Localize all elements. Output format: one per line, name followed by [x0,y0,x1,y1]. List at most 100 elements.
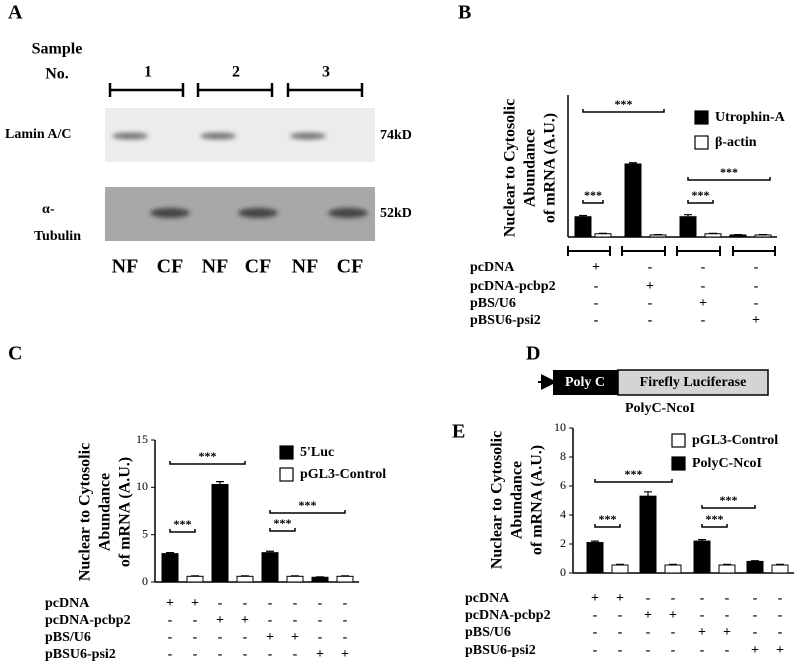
lane-label: CF [157,256,184,278]
significance-bracket [169,529,196,533]
bar [161,553,179,583]
treatment-sign: - [218,596,223,611]
row-label: pBS/U6 [470,296,516,311]
y-axis-label: Abundance [97,473,114,551]
bar [186,575,204,583]
construct-label: PolyC-NcoI [625,401,695,416]
treatment-sign: + [723,625,731,640]
treatment-sign: - [343,596,348,611]
treatment-sign: + [266,630,274,645]
significance-label: *** [615,97,633,111]
panel-letter: E [452,421,465,443]
treatment-sign: - [618,625,623,640]
row-label: pcDNA-pcbp2 [465,608,551,623]
treatment-sign: - [293,613,298,628]
error-bar [266,550,274,553]
treatment-sign: - [293,596,298,611]
treatment-sign: - [168,630,173,645]
group-bracket [676,246,721,256]
significance-label: *** [625,467,643,481]
treatment-sign: + [191,596,199,611]
significance-label: *** [274,516,292,530]
lane-label: NF [112,256,139,278]
sample-number: 1 [144,64,152,81]
significance-bracket [594,524,621,528]
legend-label: PolyC-NcoI [692,456,762,471]
treatment-sign: - [268,596,273,611]
blot-label: Lamin A/C [5,127,72,142]
treatment-sign: - [754,279,759,294]
y-axis-label: of mRNA (A.U.) [529,445,546,555]
sample-header: No. [45,66,69,83]
treatment-sign: - [671,591,676,606]
blot-size: 52kD [380,206,412,221]
treatment-sign: - [648,260,653,275]
significance-bracket [701,524,728,528]
treatment-sign: + [592,260,600,275]
bar [261,552,279,583]
treatment-sign: + [699,296,707,311]
treatment-sign: - [646,643,651,658]
bar [679,216,697,238]
bar [586,542,604,574]
treatment-sign: - [725,591,730,606]
treatment-sign: - [754,260,759,275]
bar [286,575,304,583]
y-tick-label: 5 [142,526,148,540]
lane-label: NF [202,256,229,278]
panel-letter: A [8,2,23,24]
bar [639,495,657,574]
y-axis-label: Nuclear to Cytosolic [502,99,519,237]
treatment-sign: - [594,279,599,294]
legend-swatch [694,110,709,125]
group-bracket [621,246,666,256]
treatment-sign: - [343,613,348,628]
treatment-sign: + [241,613,249,628]
luciferase-segment [617,369,769,396]
treatment-sign: + [291,630,299,645]
bar [664,564,682,574]
significance-label: *** [720,493,738,507]
treatment-sign: - [701,313,706,328]
treatment-sign: - [243,596,248,611]
treatment-sign: - [193,630,198,645]
blot-bands [112,132,326,140]
treatment-sign: + [669,608,677,623]
treatment-sign: - [268,647,273,662]
treatment-sign: - [618,643,623,658]
treatment-sign: - [218,647,223,662]
treatment-sign: - [700,643,705,658]
treatment-sign: - [648,313,653,328]
treatment-sign: + [776,643,784,658]
bar [693,540,711,574]
legend-swatch [671,456,686,471]
y-tick-label: 8 [560,449,566,463]
error-bar [616,563,624,566]
treatment-sign: - [594,296,599,311]
treatment-sign: + [616,591,624,606]
significance-label: *** [174,517,192,531]
legend-swatch [279,445,294,460]
treatment-sign: - [754,296,759,311]
treatment-sign: - [218,630,223,645]
treatment-sign: - [646,625,651,640]
legend-swatch [671,433,686,448]
bar [718,564,736,574]
treatment-sign: - [293,647,298,662]
significance-label: *** [692,188,710,202]
y-axis-label: Abundance [522,129,539,207]
treatment-sign: - [343,630,348,645]
bar [574,216,592,238]
treatment-sign: - [618,608,623,623]
bar [336,575,354,583]
treatment-sign: - [168,647,173,662]
y-axis-label: Nuclear to Cytosolic [77,443,94,581]
error-bar [751,560,759,562]
legend-label: β-actin [715,135,757,150]
treatment-sign: - [753,625,758,640]
error-bar [669,563,677,566]
significance-label: *** [199,449,217,463]
treatment-sign: - [318,630,323,645]
legend-label: pGL3-Control [692,433,778,448]
significance-bracket [169,461,246,465]
